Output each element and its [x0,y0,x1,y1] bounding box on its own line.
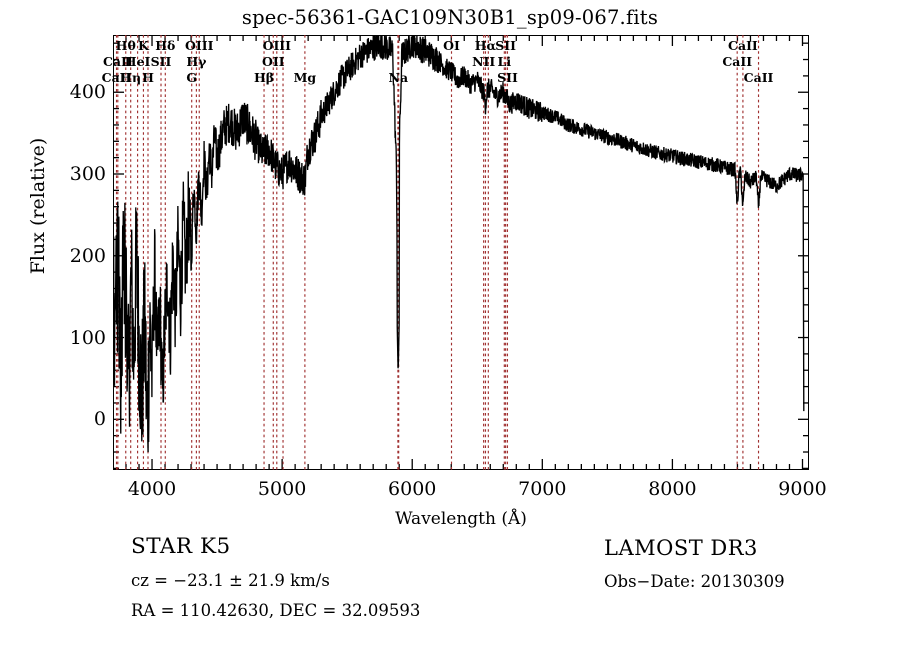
y-axis-tick-labels: 0 100 200 300 400 [40,35,106,470]
spectrum-trace [113,35,805,453]
y-tick-label: 300 [69,163,106,185]
page-title: spec-56361-GAC109N30B1_sp09-067.fits [241,6,659,29]
x-tick-label: 9000 [778,478,827,500]
x-axis-title: Wavelength (Å) [395,509,527,529]
footer-info: STAR K5 cz = −23.1 ± 21.9 km/s RA = 110.… [0,525,900,645]
y-axis-title: Flux (relative) [27,137,49,275]
x-tick-label: 7000 [518,478,567,500]
radial-velocity: cz = −23.1 ± 21.9 km/s [131,571,330,590]
coordinates: RA = 110.42630, DEC = 32.09593 [131,601,421,620]
x-tick-label: 4000 [127,478,177,500]
y-tick-label: 100 [69,326,106,349]
y-tick-label: 400 [69,81,106,104]
flux-polyline [113,35,805,453]
spectrum-plot[interactable] [113,35,809,470]
x-axis-tick-labels: 4000 5000 6000 7000 8000 9000 [113,478,827,506]
y-tick-label: 200 [69,244,106,267]
x-tick-label: 5000 [257,478,307,500]
x-tick-label: 8000 [648,478,697,500]
x-tick-label: 6000 [388,478,437,500]
y-tick-label: 0 [93,408,106,431]
survey-name: LAMOST DR3 [604,536,758,560]
object-class: STAR K5 [131,534,231,559]
observation-date: Obs−Date: 20130309 [604,572,785,591]
